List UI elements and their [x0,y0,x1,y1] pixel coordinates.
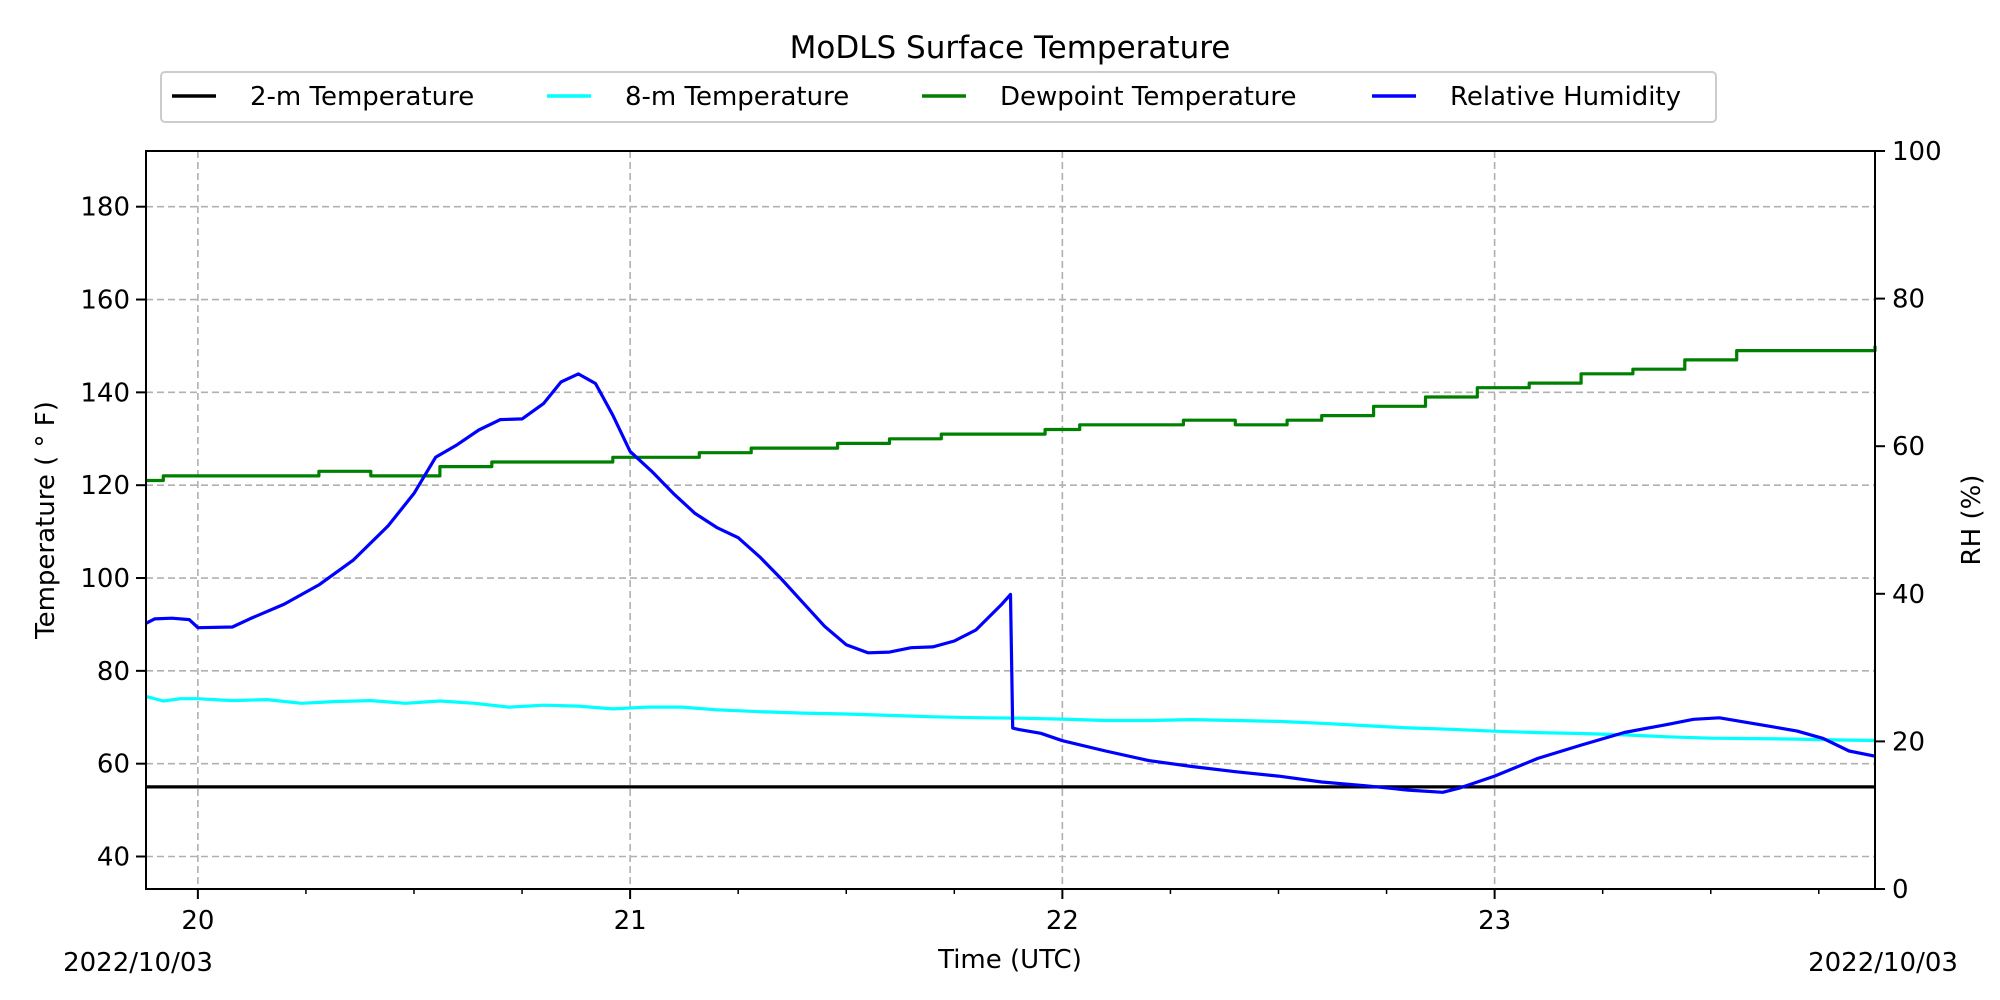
legend-label-8-m-temperature: 8-m Temperature [625,82,849,112]
axes: 20 21 22 23 40 60 80 100 120 140 160 180 0 20 40 60 80 10… [80,137,1941,936]
legend: 2-m Temperature 8-m Temperature Dewpoint T… [160,71,1717,123]
y2-tick-label: 100 [1892,137,1942,167]
y-tick-label: 60 [97,750,130,780]
plot-frame [145,150,1876,890]
legend-label-2-m-temperature: 2-m Temperature [250,82,474,112]
x-tick-label: 23 [1478,906,1511,936]
y2-tick-label: 20 [1892,727,1925,757]
series-line-dewpoint-temperature [146,345,1877,483]
y-tick-label: 80 [97,657,130,687]
y-tick-label: 180 [80,193,130,223]
series-layer [145,345,1877,794]
series-line-8-m-temperature [145,694,1876,743]
y-axis-label: Temperature ( ° F) [31,401,61,640]
y-tick-label: 100 [80,564,130,594]
y2-tick-label: 80 [1892,285,1925,315]
x-end-date-label: 2022/10/03 [1808,948,1958,978]
y2-tick-label: 0 [1892,875,1909,905]
y2-tick-label: 40 [1892,580,1925,610]
x-tick-label: 20 [181,906,214,936]
y-tick-label: 40 [97,843,130,873]
x-tick-label: 22 [1046,906,1079,936]
y2-axis-label: RH (%) [1957,475,1987,566]
series-line-relative-humidity [145,372,1876,794]
y2-tick-label: 60 [1892,432,1925,462]
x-tick-label: 21 [614,906,647,936]
grid [146,151,1875,889]
legend-label-dewpoint-temperature: Dewpoint Temperature [1000,82,1297,112]
y-tick-label: 120 [80,471,130,501]
chart-title: MoDLS Surface Temperature [790,30,1231,66]
y-tick-label: 160 [80,286,130,316]
legend-label-relative-humidity: Relative Humidity [1450,82,1681,112]
x-axis-label: Time (UTC) [937,945,1082,975]
x-start-date-label: 2022/10/03 [63,948,213,978]
y-tick-label: 140 [80,378,130,408]
